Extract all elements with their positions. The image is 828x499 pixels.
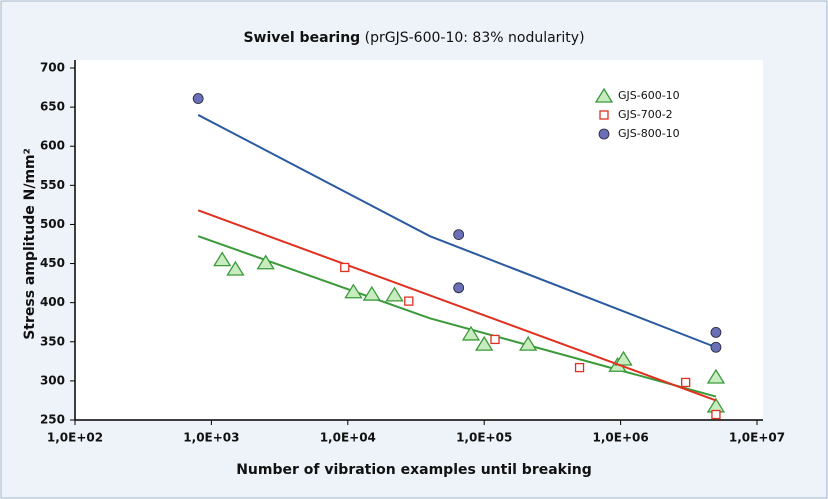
triangle-marker — [362, 285, 381, 301]
fit-line — [197, 209, 717, 402]
triangle-marker — [213, 251, 232, 267]
square-marker — [681, 377, 691, 388]
legend-label: GJS-600-10 — [618, 89, 680, 102]
circle-marker — [192, 93, 204, 104]
triangle-marker — [614, 350, 633, 366]
y-tick-label: 650 — [40, 100, 65, 114]
triangle-marker — [475, 335, 494, 351]
circle-marker — [710, 326, 722, 338]
circle-marker — [598, 128, 610, 140]
fit-line — [197, 114, 717, 349]
y-tick-label: 400 — [40, 295, 65, 309]
y-tick-label: 700 — [40, 61, 65, 75]
y-tick-label: 600 — [40, 139, 65, 153]
x-tick-label: 1,0E+03 — [183, 431, 239, 445]
square-marker — [574, 362, 585, 373]
title: Swivel bearing — [243, 30, 360, 46]
y-tick-label: 350 — [40, 334, 65, 348]
square-marker — [711, 409, 721, 420]
square-marker — [340, 262, 350, 273]
triangle-marker — [594, 87, 614, 103]
circle-marker — [453, 282, 465, 294]
square-marker — [599, 110, 609, 120]
triangle-marker — [518, 335, 538, 351]
y-axis-label: Stress amplitude N/mm² — [22, 148, 38, 340]
circle-marker — [710, 341, 722, 353]
chart-title: Swivel bearing (prGJS-600-10: 83% nodula… — [243, 30, 584, 46]
y-tick-label: 550 — [40, 178, 65, 192]
y-tick-label: 300 — [40, 373, 65, 387]
y-tick-label: 250 — [40, 413, 65, 427]
triangle-marker — [706, 368, 726, 384]
x-tick-label: 1,0E+05 — [456, 431, 512, 445]
x-tick-label: 1,0E+07 — [729, 431, 785, 445]
triangle-marker — [226, 260, 245, 276]
x-tick-label: 1,0E+04 — [320, 431, 376, 445]
circle-marker — [453, 229, 465, 241]
x-axis-label: Number of vibration examples until break… — [236, 462, 592, 478]
triangle-marker — [461, 325, 481, 341]
subtitle: (prGJS-600-10: 83% nodularity) — [365, 30, 585, 46]
y-tick-label: 500 — [40, 217, 65, 231]
x-tick-label: 1,0E+06 — [592, 431, 648, 445]
x-tick-label: 1,0E+02 — [47, 431, 103, 445]
plot-area — [75, 60, 763, 420]
legend-label: GJS-800-10 — [618, 127, 680, 140]
square-marker — [490, 334, 500, 345]
legend-label: GJS-700-2 — [618, 108, 673, 121]
square-marker — [404, 296, 414, 306]
y-tick-label: 450 — [40, 256, 65, 270]
triangle-marker — [385, 286, 404, 302]
triangle-marker — [256, 254, 275, 270]
triangle-marker — [344, 283, 363, 299]
